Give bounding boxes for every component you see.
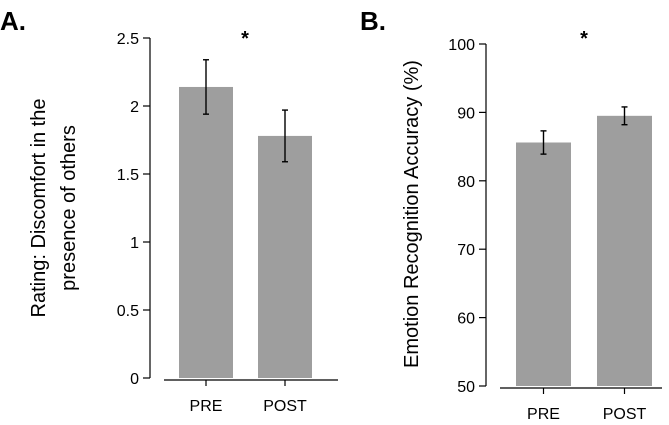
y-tick-label: 1.5: [117, 167, 139, 184]
significance-marker: *: [241, 28, 249, 50]
x-category-label: PRE: [527, 406, 560, 423]
y-axis-label: presence of others: [58, 125, 80, 291]
y-tick-label: 90: [457, 105, 475, 122]
panel-label: B.: [360, 6, 386, 36]
y-tick-label: 0.5: [117, 303, 139, 320]
bar-post: [597, 115, 652, 386]
y-tick-label: 70: [457, 242, 475, 259]
y-tick-label: 60: [457, 311, 475, 328]
x-category-label: PRE: [190, 398, 223, 415]
x-category-label: POST: [603, 406, 647, 423]
y-axis-label: Emotion Recognition Accuracy (%): [401, 60, 423, 368]
bar-pre: [516, 142, 571, 386]
bar-pre: [179, 86, 233, 379]
significance-marker: *: [580, 28, 588, 50]
y-tick-label: 2.5: [117, 31, 139, 48]
y-axis-label: Rating: Discomfort in the: [28, 99, 50, 318]
y-tick-label: 1: [130, 235, 139, 252]
y-tick-label: 0: [130, 371, 139, 388]
x-category-label: POST: [263, 398, 307, 415]
y-tick-label: 80: [457, 174, 475, 191]
bar-post: [258, 135, 312, 378]
y-tick-label: 100: [448, 37, 475, 54]
y-tick-label: 2: [130, 99, 139, 116]
y-tick-label: 50: [457, 379, 475, 396]
panel-label: A.: [0, 6, 26, 36]
